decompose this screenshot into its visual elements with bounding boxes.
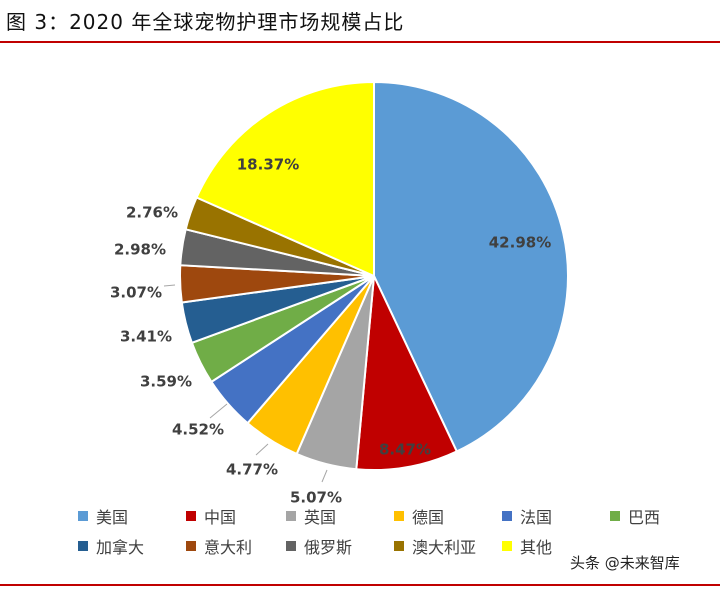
legend-item-1: 中国: [186, 504, 236, 528]
watermark: 头条 @未来智库: [570, 552, 680, 573]
slice-label-8: 2.98%: [114, 241, 166, 259]
legend-swatch-5: [610, 511, 620, 521]
legend-label-5: 巴西: [628, 508, 661, 527]
slice-label-4: 4.52%: [172, 421, 224, 439]
legend-label-9: 澳大利亚: [412, 538, 477, 557]
pie-slice-10: [195, 80, 375, 278]
slice-label-7: 3.07%: [110, 284, 162, 302]
legend-label-6: 加拿大: [96, 538, 145, 557]
leader-line-7: [163, 284, 176, 287]
slice-label-9: 2.76%: [126, 204, 178, 222]
legend-item-7: 意大利: [186, 534, 252, 558]
legend-swatch-3: [394, 511, 404, 521]
legend-item-6: 加拿大: [78, 534, 144, 558]
legend-swatch-4: [502, 511, 512, 521]
slice-label-1: 8.47%: [379, 441, 431, 459]
leader-line-4: [209, 403, 228, 419]
leader-line-3: [255, 443, 269, 456]
legend-label-1: 中国: [204, 508, 237, 527]
legend-item-10: 其他: [502, 534, 552, 558]
slice-label-0: 42.98%: [489, 234, 551, 252]
legend-item-9: 澳大利亚: [394, 534, 476, 558]
legend-swatch-9: [394, 541, 404, 551]
legend-swatch-10: [502, 541, 512, 551]
legend-item-8: 俄罗斯: [286, 534, 352, 558]
legend-label-10: 其他: [520, 538, 553, 557]
legend-item-4: 法国: [502, 504, 552, 528]
chart-title: 图 3：2020 年全球宠物护理市场规模占比: [6, 10, 405, 34]
legend-label-8: 俄罗斯: [304, 538, 353, 557]
legend-label-3: 德国: [412, 508, 445, 527]
legend-item-3: 德国: [394, 504, 444, 528]
legend-item-0: 美国: [78, 504, 128, 528]
legend-swatch-2: [286, 511, 296, 521]
legend-swatch-6: [78, 541, 88, 551]
legend-swatch-0: [78, 511, 88, 521]
leader-line-2: [321, 469, 328, 483]
legend-label-7: 意大利: [204, 538, 253, 557]
bottom-divider: [0, 584, 720, 586]
slice-label-10: 18.37%: [237, 156, 299, 174]
legend-swatch-8: [286, 541, 296, 551]
legend-label-2: 英国: [304, 508, 337, 527]
slice-label-2: 5.07%: [290, 489, 342, 507]
legend-swatch-1: [186, 511, 196, 521]
slice-label-6: 3.41%: [120, 328, 172, 346]
slice-label-5: 3.59%: [140, 373, 192, 391]
watermark-text: 头条 @未来智库: [570, 554, 680, 572]
pie-slice-1: [355, 272, 459, 471]
title-divider: [0, 41, 720, 43]
legend-item-2: 英国: [286, 504, 336, 528]
legend-label-4: 法国: [520, 508, 553, 527]
slice-label-3: 4.77%: [226, 461, 278, 479]
legend-label-0: 美国: [96, 508, 129, 527]
legend-swatch-7: [186, 541, 196, 551]
pie-slice-0: [373, 80, 569, 453]
legend-item-5: 巴西: [610, 504, 660, 528]
